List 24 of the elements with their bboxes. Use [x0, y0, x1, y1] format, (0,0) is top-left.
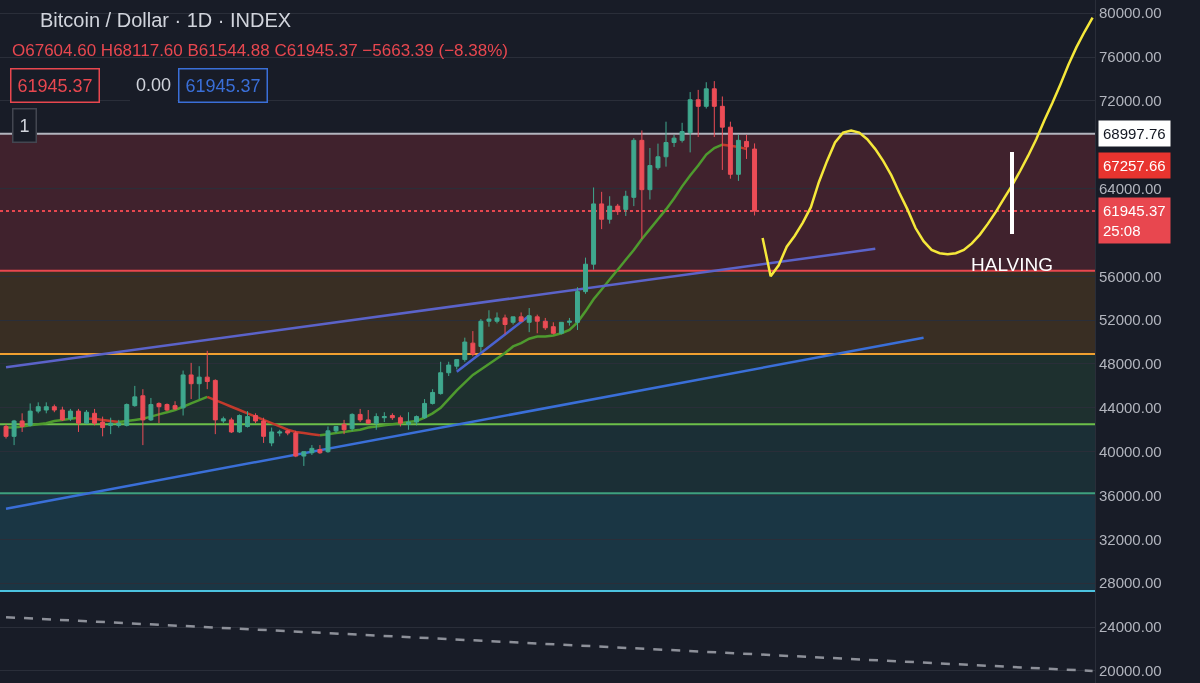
ref-line-label: 61945.37 25:08 — [1103, 202, 1166, 239]
ref-line-label: 68997.76 — [1103, 125, 1166, 142]
y-tick-label: 48000.00 — [1099, 355, 1162, 373]
y-tick-label: 44000.00 — [1099, 399, 1162, 417]
y-tick-label: 72000.00 — [1099, 92, 1162, 110]
annotation: 61945.37 — [185, 75, 261, 96]
y-tick-label: 64000.00 — [1099, 179, 1162, 197]
y-tick-label: 32000.00 — [1099, 530, 1162, 548]
text: 67257.66 — [1103, 157, 1166, 174]
annotation: 0.00 — [136, 75, 172, 95]
annotation: 1 — [19, 115, 30, 136]
chart-title: Bitcoin / Dollar · 1D · INDEX — [40, 9, 292, 31]
annotation: HALVING — [971, 254, 1054, 275]
y-tick-label: 24000.00 — [1099, 618, 1162, 636]
y-tick-label: 36000.00 — [1099, 486, 1162, 504]
y-tick-label: 56000.00 — [1099, 267, 1162, 285]
text: O67604.60 H68117.60 B61544.88 C61945.37 −5663.39 (−8.38%) — [12, 41, 508, 60]
y-tick-label: 76000.00 — [1099, 48, 1162, 66]
y-tick-label: 40000.00 — [1099, 442, 1162, 460]
y-tick-label: 28000.00 — [1099, 574, 1162, 592]
y-tick-label: 80000.00 — [1099, 4, 1162, 22]
y-tick-label: 52000.00 — [1099, 311, 1162, 329]
annotation: 61945.37 — [17, 75, 93, 96]
y-tick-label: 20000.00 — [1099, 662, 1162, 680]
